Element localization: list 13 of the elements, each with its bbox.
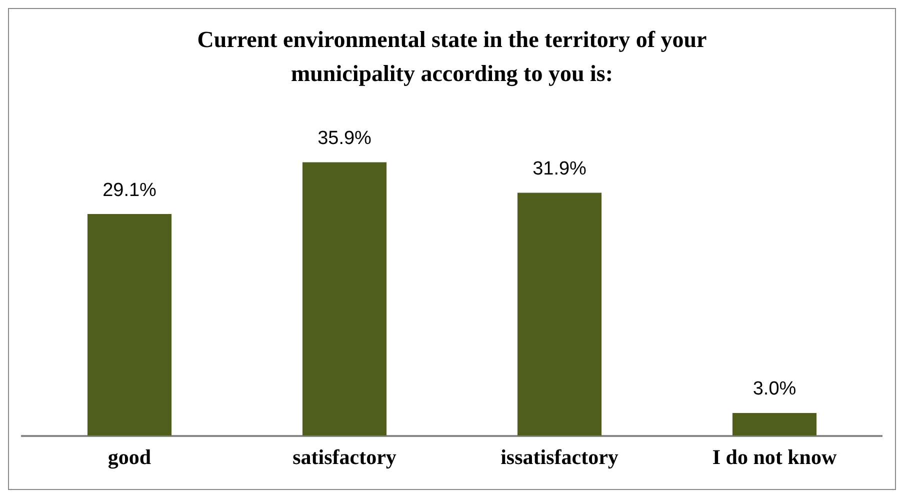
bar [517,192,602,436]
data-label: 29.1% [102,180,157,201]
bar [732,412,817,436]
x-tick-label: satisfactory [292,444,397,469]
x-tick-label: good [108,444,152,469]
data-label: 3.0% [752,378,796,400]
bar [87,214,172,436]
data-label: 31.9% [532,158,587,180]
bar [302,162,387,436]
x-tick-label: issatisfactory [500,444,619,469]
data-label: 35.9% [318,128,372,149]
x-tick-label: I do not know [712,444,838,469]
chart-title: Current environmental state in the territory of your municipality according to you is: [196,26,708,88]
